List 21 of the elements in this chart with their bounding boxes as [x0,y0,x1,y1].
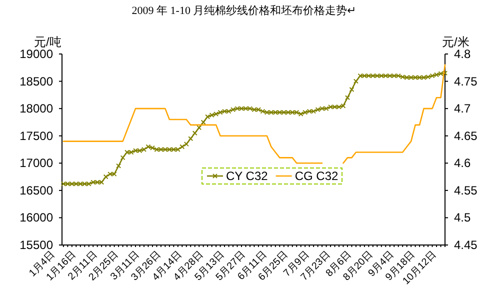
y2-tick-label: 4.65 [454,128,478,143]
y-tick-label: 15500 [20,238,54,252]
y-tick-label: 18500 [20,74,54,88]
y-tick-label: 19000 [20,47,54,61]
y2-tick-label: 4.75 [454,74,478,88]
y-tick-label: 16000 [20,210,54,225]
y-tick-label: 17500 [20,128,54,143]
y2-tick-label: 4.5 [454,210,472,225]
y-axis-title: 元/吨 [34,35,62,49]
y-tick-label: 17000 [20,156,54,170]
chart-title: 2009 年 1-10 月纯棉纱线价格和坯布价格走势↵ [132,4,356,17]
legend-label: CY C32 [226,169,268,183]
y2-tick-label: 4.55 [454,183,478,198]
y-tick-label: 16500 [20,183,54,198]
y2-tick-label: 4.7 [454,102,472,116]
y-tick-label: 18000 [20,102,54,116]
y2-tick-label: 4.6 [454,156,472,170]
legend-label: CG C32 [294,169,338,183]
y2-tick-label: 4.45 [454,238,478,252]
y2-tick-label: 4.8 [454,47,472,61]
y2-axis-title: 元/米 [442,35,470,49]
